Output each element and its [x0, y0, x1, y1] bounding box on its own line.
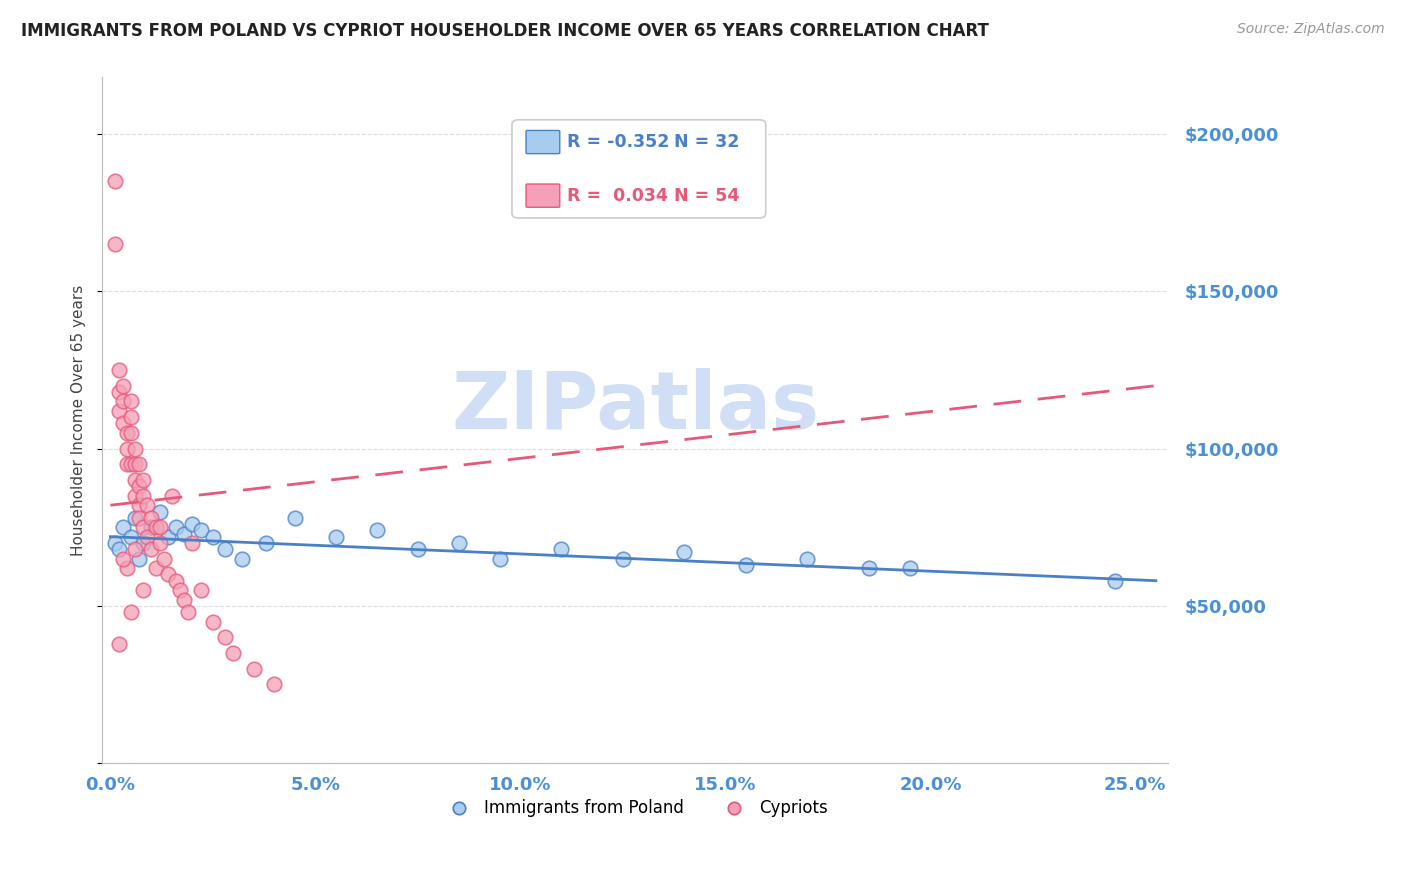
Point — [156, 567, 179, 582]
Point — [124, 473, 146, 487]
Point — [141, 520, 163, 534]
Point — [160, 489, 183, 503]
Point — [141, 510, 163, 524]
Point — [107, 363, 129, 377]
Point — [152, 551, 174, 566]
Point — [201, 530, 224, 544]
Y-axis label: Householder Income Over 65 years: Householder Income Over 65 years — [72, 285, 86, 556]
Point — [149, 504, 172, 518]
Point — [489, 551, 512, 566]
Point — [673, 545, 696, 559]
Point — [120, 530, 142, 544]
Point — [103, 237, 125, 252]
Point — [132, 473, 155, 487]
Point — [173, 526, 195, 541]
Point — [214, 542, 236, 557]
Point — [243, 662, 266, 676]
Legend: Immigrants from Poland, Cypriots: Immigrants from Poland, Cypriots — [436, 792, 835, 823]
Point — [165, 574, 187, 588]
Point — [120, 605, 142, 619]
Point — [128, 551, 150, 566]
Point — [124, 458, 146, 472]
Point — [107, 404, 129, 418]
Text: IMMIGRANTS FROM POLAND VS CYPRIOT HOUSEHOLDER INCOME OVER 65 YEARS CORRELATION C: IMMIGRANTS FROM POLAND VS CYPRIOT HOUSEH… — [21, 22, 988, 40]
Point — [284, 510, 307, 524]
Point — [128, 479, 150, 493]
Point — [145, 520, 167, 534]
Point — [124, 489, 146, 503]
Point — [263, 677, 285, 691]
Point — [103, 536, 125, 550]
Point — [111, 520, 134, 534]
Point — [111, 378, 134, 392]
Point — [406, 542, 429, 557]
Point — [120, 410, 142, 425]
Point — [107, 637, 129, 651]
Text: N = 54: N = 54 — [673, 186, 740, 204]
Point — [447, 536, 470, 550]
Point — [898, 561, 921, 575]
Point — [201, 615, 224, 629]
Point — [156, 530, 179, 544]
Point — [149, 520, 172, 534]
Point — [128, 458, 150, 472]
Text: N = 32: N = 32 — [673, 133, 740, 151]
Point — [735, 558, 758, 572]
Point — [177, 605, 200, 619]
Point — [612, 551, 634, 566]
Point — [214, 630, 236, 644]
Point — [132, 520, 155, 534]
Text: ZIPatlas: ZIPatlas — [451, 368, 820, 446]
Text: R =  0.034: R = 0.034 — [567, 186, 668, 204]
Point — [366, 524, 388, 538]
Point — [796, 551, 818, 566]
Point — [149, 536, 172, 550]
Point — [136, 498, 159, 512]
Text: R = -0.352: R = -0.352 — [567, 133, 669, 151]
Point — [132, 536, 155, 550]
Point — [190, 583, 212, 598]
Point — [124, 542, 146, 557]
Point — [181, 517, 204, 532]
Point — [115, 442, 138, 456]
Point — [107, 542, 129, 557]
Point — [120, 394, 142, 409]
Point — [190, 524, 212, 538]
Text: Source: ZipAtlas.com: Source: ZipAtlas.com — [1237, 22, 1385, 37]
Point — [115, 561, 138, 575]
Point — [141, 542, 163, 557]
Point — [165, 520, 187, 534]
Point — [858, 561, 880, 575]
Point — [128, 498, 150, 512]
Point — [120, 458, 142, 472]
Point — [111, 394, 134, 409]
Point — [103, 174, 125, 188]
Point — [120, 425, 142, 440]
Point — [145, 561, 167, 575]
Point — [136, 530, 159, 544]
Point — [169, 583, 191, 598]
Point — [132, 583, 155, 598]
Point — [181, 536, 204, 550]
Point — [111, 551, 134, 566]
Point — [1104, 574, 1126, 588]
Point — [173, 592, 195, 607]
Point — [111, 417, 134, 431]
Point — [325, 530, 347, 544]
Point — [115, 458, 138, 472]
Point — [124, 442, 146, 456]
Point — [128, 510, 150, 524]
Point — [124, 510, 146, 524]
Point — [550, 542, 572, 557]
Point — [115, 425, 138, 440]
Point — [132, 489, 155, 503]
Point — [254, 536, 277, 550]
Point — [231, 551, 253, 566]
Point — [107, 384, 129, 399]
Point — [222, 646, 245, 660]
